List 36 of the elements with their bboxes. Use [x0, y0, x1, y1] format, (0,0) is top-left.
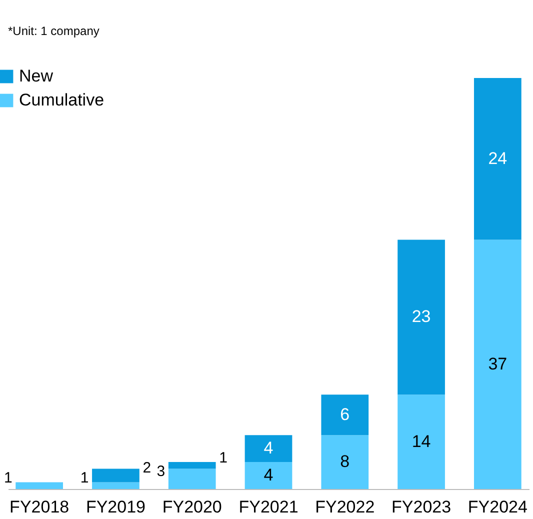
bar	[92, 482, 140, 489]
data-label: 1	[4, 470, 12, 487]
data-label: 6	[340, 404, 350, 424]
data-label: 2	[142, 460, 152, 477]
bar	[92, 468, 140, 482]
x-tick-label: FY2020	[162, 498, 222, 516]
legend-label: New	[19, 66, 54, 86]
text: *Unit: 1 company	[8, 24, 100, 38]
bar	[16, 482, 64, 489]
bar	[474, 78, 522, 240]
data-label: 1	[219, 449, 228, 466]
x-tick-label: FY2018	[10, 498, 70, 516]
bar	[168, 462, 216, 469]
x-tick-label: FY2021	[238, 498, 298, 516]
data-label: 8	[340, 452, 350, 472]
data-label: 14	[412, 432, 431, 451]
data-label: 1	[80, 470, 89, 487]
bar	[244, 435, 292, 462]
bar	[321, 394, 369, 436]
data-label: 4	[264, 466, 274, 485]
data-label: 23	[412, 307, 431, 326]
data-label: 37	[488, 354, 508, 374]
bar	[398, 394, 445, 489]
x-tick-label: FY2022	[315, 498, 375, 516]
data-label: 4	[264, 438, 274, 458]
x-tick-label: FY2019	[86, 498, 146, 516]
bar	[244, 462, 292, 489]
x-tick-label: FY2023	[392, 498, 452, 516]
x-tick-label: FY2024	[468, 498, 528, 516]
bar	[168, 468, 216, 489]
bar	[321, 435, 369, 489]
bar	[398, 240, 445, 395]
data-label: 3	[156, 462, 166, 480]
bar	[474, 240, 522, 489]
data-label: 24	[488, 148, 508, 168]
legend-label: Cumulative	[19, 90, 104, 110]
